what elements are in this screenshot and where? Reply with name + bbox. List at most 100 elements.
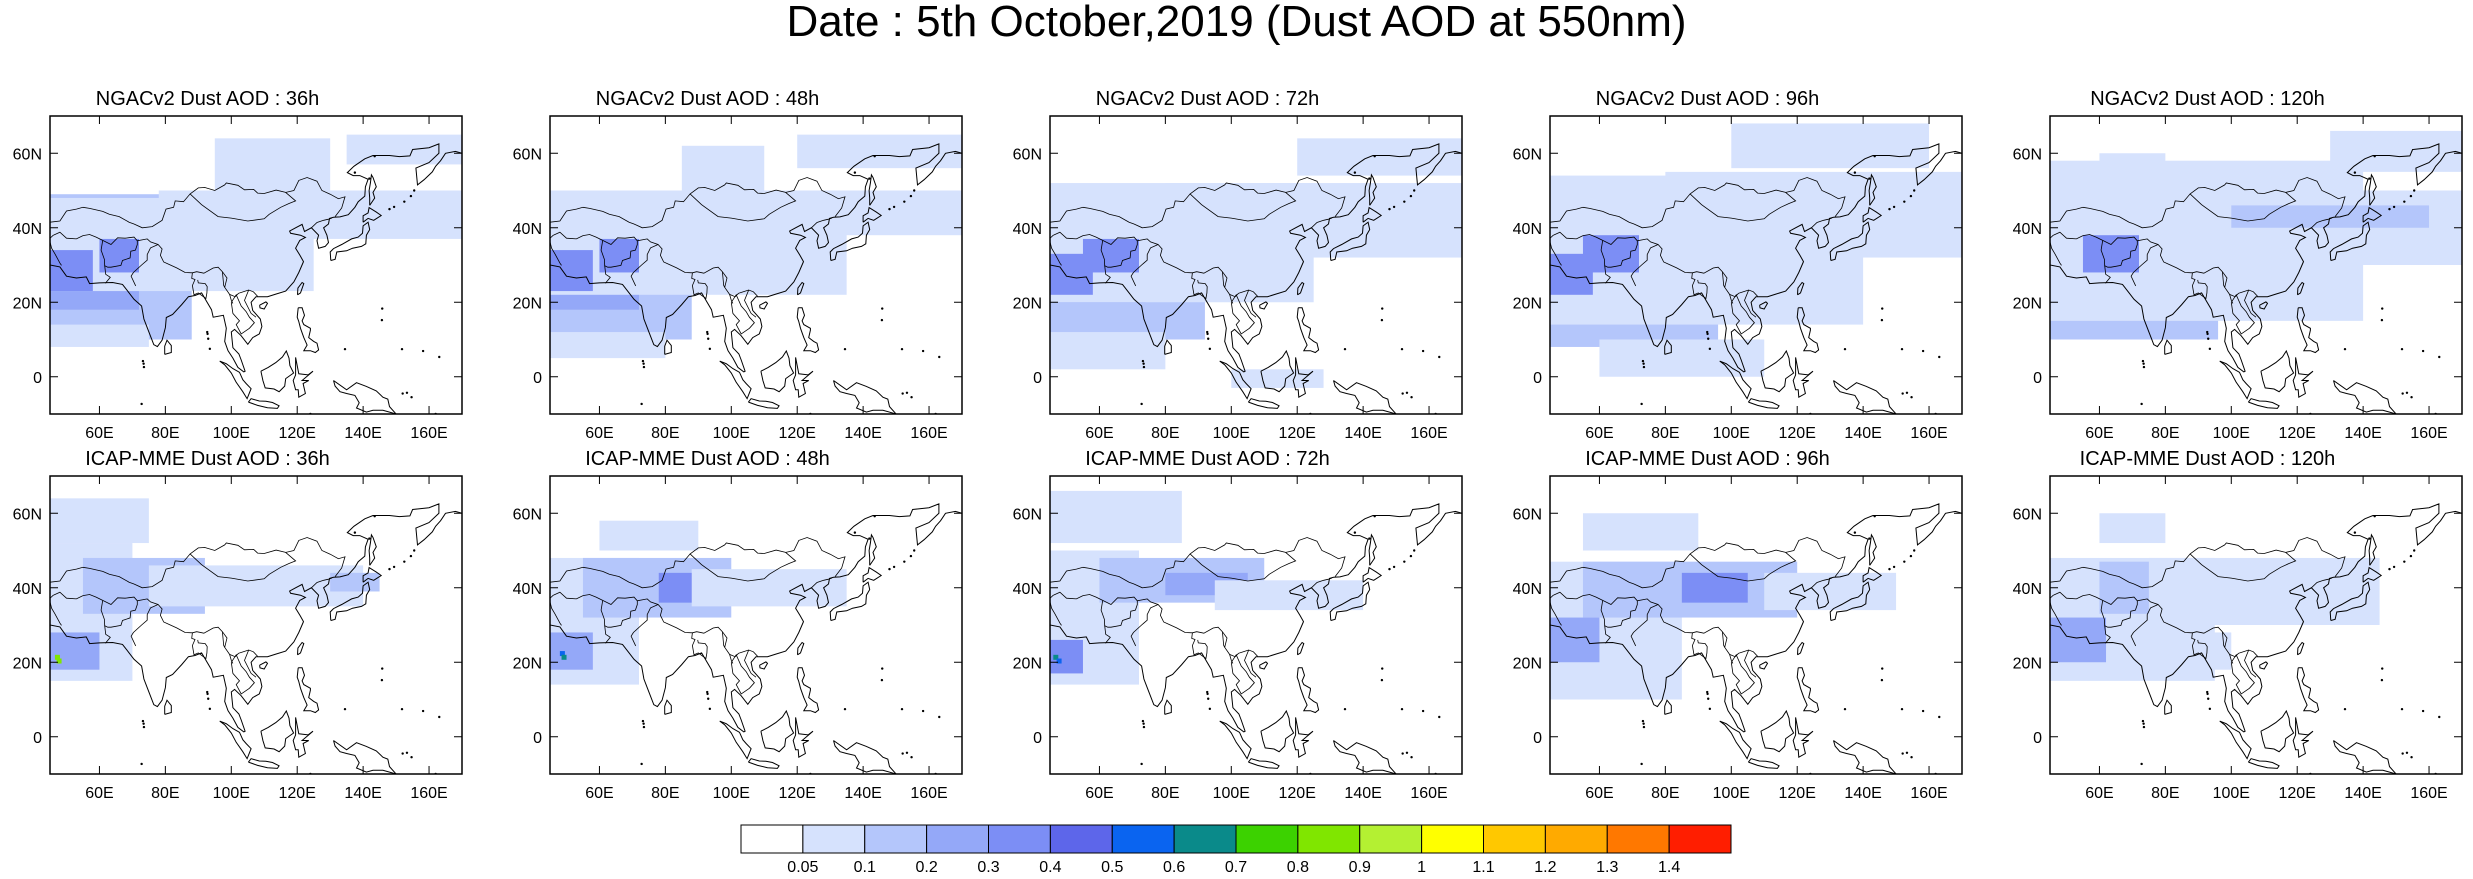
island [1206, 330, 1209, 334]
lat-tick-label: 20N [513, 295, 542, 312]
lon-tick-label: 100E [2213, 425, 2250, 442]
lat-tick-label: 60N [13, 506, 42, 523]
island [640, 762, 643, 766]
country-border [50, 177, 346, 229]
aod-field [1050, 490, 1462, 774]
coastline [2164, 699, 2172, 715]
lon-tick-label: 60E [85, 785, 113, 802]
island [400, 347, 404, 351]
aod-shading [1050, 332, 1166, 370]
coastline [292, 357, 314, 399]
island [421, 709, 425, 713]
aod-shading [158, 190, 462, 239]
island [1401, 752, 1404, 755]
coastline [2333, 380, 2397, 414]
island [381, 667, 384, 670]
island [892, 205, 896, 209]
colorbar-label: 0.9 [1349, 859, 1371, 874]
country-border [550, 177, 846, 229]
dust-aod-map: 60E 80E 100E 120E 140E 160E 60N 40N 20N 0 [1513, 115, 1963, 442]
coastline [1792, 357, 1814, 399]
aod-shading [550, 332, 666, 359]
colorbar-label: 0.7 [1225, 859, 1247, 874]
lon-tick-label: 60E [585, 785, 613, 802]
lon-tick-label: 120E [2279, 425, 2316, 442]
country-border [1730, 653, 1755, 695]
lon-tick-label: 160E [1910, 425, 1947, 442]
aod-shading [2148, 557, 2380, 625]
island [1413, 189, 1416, 192]
lat-tick-label: 40N [513, 581, 542, 598]
coastline [164, 699, 172, 715]
island [409, 554, 413, 558]
island [1421, 709, 1425, 713]
country-border [53, 591, 103, 601]
coastline [1833, 740, 1897, 774]
island [1142, 365, 1146, 369]
island [1401, 392, 1404, 395]
island [901, 392, 904, 395]
coastline [1050, 503, 1462, 733]
country-border [2050, 537, 2346, 589]
country-border [1722, 271, 1726, 288]
country-border [1191, 272, 1208, 300]
country-border [2191, 632, 2208, 660]
island [208, 347, 212, 351]
island [1206, 690, 1209, 694]
country-border [2189, 182, 2286, 195]
colorbar-swatch [1049, 824, 1113, 854]
lat-tick-label: 60N [2013, 146, 2042, 163]
lat-tick-label: 40N [13, 221, 42, 238]
coastline [50, 503, 462, 733]
island [909, 554, 913, 558]
island [2413, 189, 2416, 192]
lat-tick-label: 60N [1513, 146, 1542, 163]
island [1373, 155, 1376, 158]
aod-shading [648, 190, 962, 236]
country-border [2053, 231, 2103, 241]
island [905, 751, 909, 754]
island [1206, 332, 1209, 336]
country-border [2244, 289, 2257, 318]
country-border [604, 265, 611, 284]
island [403, 200, 406, 203]
lat-tick-label: 40N [1013, 221, 1042, 238]
island [1380, 678, 1384, 682]
coastline [1329, 581, 1371, 621]
colorbar-label: 1.4 [1658, 859, 1680, 874]
country-border [1550, 234, 1562, 266]
country-border [2053, 591, 2103, 601]
country-border [729, 654, 734, 664]
lat-tick-label: 60N [513, 506, 542, 523]
country-border [1689, 542, 1786, 555]
aod-shading [599, 520, 699, 551]
country-border [744, 289, 757, 318]
country-border [1050, 234, 1062, 266]
lat-tick-label: 0 [1533, 730, 1542, 747]
coastline [1164, 699, 1172, 715]
island [1438, 355, 1441, 359]
coastline [1329, 221, 1371, 261]
country-border [1100, 600, 1138, 628]
aod-field [1550, 123, 1962, 414]
country-border [104, 265, 111, 284]
lon-tick-label: 160E [910, 785, 947, 802]
country-border [2050, 234, 2062, 266]
aod-field [2050, 503, 2462, 774]
island [1642, 362, 1645, 365]
island [2368, 537, 2371, 540]
coastline [1550, 143, 1962, 373]
island [1409, 554, 1413, 558]
island [438, 355, 441, 359]
coastline [550, 503, 962, 733]
island [405, 391, 409, 394]
lat-tick-label: 40N [513, 221, 542, 238]
island [1888, 567, 1891, 571]
lon-tick-label: 100E [1213, 425, 1250, 442]
coastline [1748, 398, 1780, 409]
colorbar-swatch [1235, 824, 1299, 854]
colorbar-swatch [802, 824, 866, 854]
country-border [1053, 231, 1103, 241]
coastline [868, 533, 877, 566]
island [1938, 355, 1941, 359]
